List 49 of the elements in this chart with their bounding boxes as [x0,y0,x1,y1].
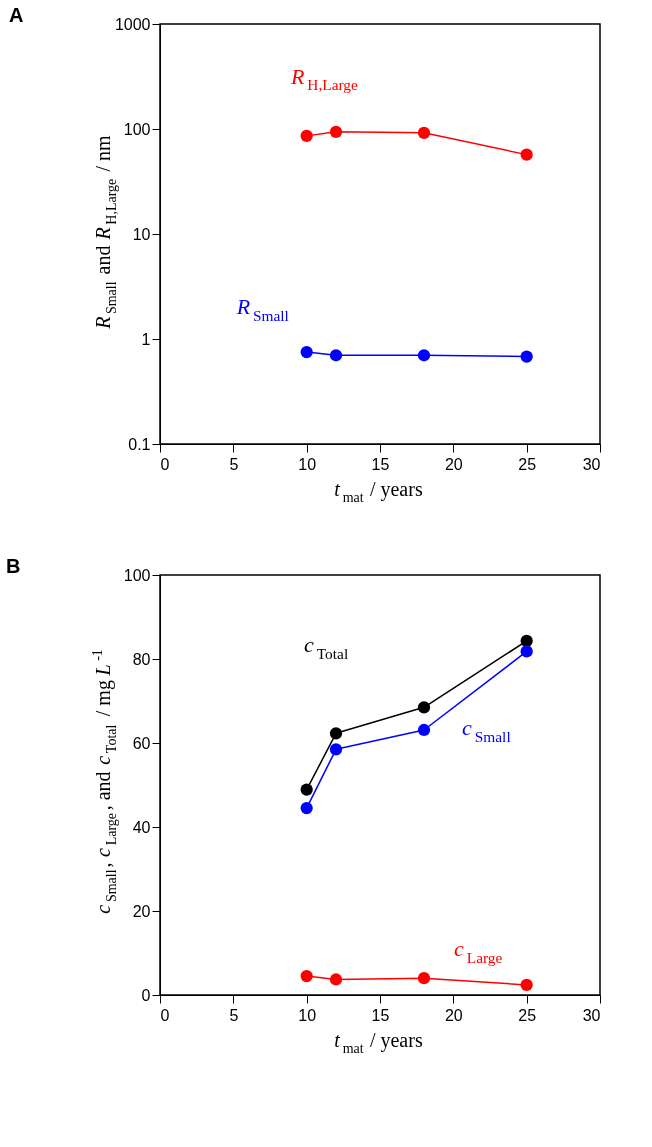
point [520,978,533,992]
y-tick-label: 40 [132,818,151,836]
point [329,743,343,756]
y-tick-label: 20 [132,902,151,920]
point [417,126,431,139]
point [300,801,313,815]
point [329,727,343,740]
point [300,346,313,359]
point [520,350,533,363]
y-tick-label: 0.1 [128,435,151,453]
x-tick-label: 0 [160,455,170,473]
y-axis-title: RSmall and RH,Large / nm [92,134,119,330]
point [300,783,313,796]
point [300,969,313,983]
chart-title: A [9,4,24,26]
point [329,973,343,986]
x-tick-label: 5 [229,1006,239,1024]
x-tick-label: 20 [444,455,463,473]
point [417,972,431,985]
point [520,148,533,161]
y-tick-label: 1000 [114,15,151,33]
chart-title: B [6,555,21,577]
point [329,349,343,362]
x-tick-label: 10 [298,455,317,473]
x-tick-label: 25 [518,455,537,473]
x-tick-label: 30 [582,455,601,473]
y-tick-label: 60 [132,734,151,752]
point [520,645,533,658]
y-tick-label: 1 [141,330,151,348]
point [300,129,313,142]
y-tick-label: 100 [123,566,151,584]
x-tick-label: 25 [518,1006,537,1024]
text: cSmall, cLarge, and cTotal / mg L-1 [90,649,119,914]
y-tick-label: 10 [132,225,151,243]
point [417,723,431,737]
point [417,349,431,362]
x-tick-label: 5 [229,455,239,473]
x-tick-label: 20 [444,1006,463,1024]
x-tick-label: 30 [582,1006,601,1024]
point [417,701,431,714]
point [329,125,343,138]
x-tick-label: 0 [160,1006,170,1024]
point [520,634,533,648]
y-tick-label: 0 [141,986,151,1004]
x-tick-label: 10 [298,1006,317,1024]
y-tick-label: 100 [123,120,151,138]
x-tick-label: 15 [371,455,390,473]
y-tick-label: 80 [132,650,151,668]
x-tick-label: 15 [371,1006,390,1024]
